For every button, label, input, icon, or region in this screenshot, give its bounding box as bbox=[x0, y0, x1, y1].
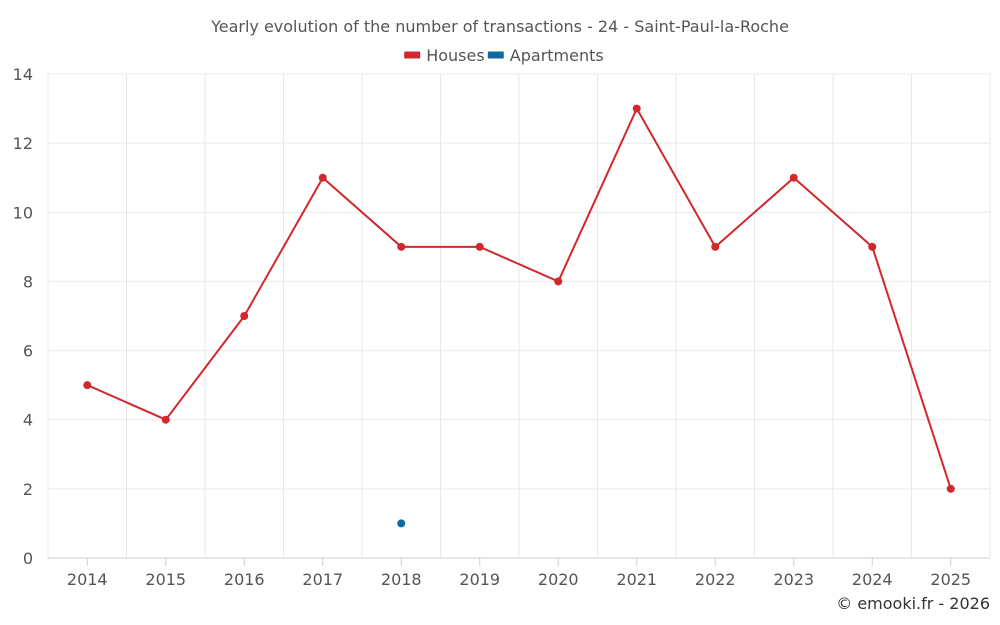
x-tick-label: 2021 bbox=[616, 570, 657, 589]
data-point[interactable] bbox=[475, 242, 484, 251]
x-tick-label: 2019 bbox=[459, 570, 500, 589]
x-tick-label: 2014 bbox=[67, 570, 108, 589]
legend-swatch bbox=[487, 51, 504, 59]
x-tick-label: 2023 bbox=[773, 570, 814, 589]
series-apartments bbox=[397, 519, 406, 528]
y-tick-label: 10 bbox=[13, 203, 33, 222]
series-houses bbox=[83, 104, 955, 493]
data-point[interactable] bbox=[397, 242, 406, 251]
series-layer bbox=[83, 104, 955, 528]
x-tick-label: 2017 bbox=[302, 570, 343, 589]
x-tick-label: 2024 bbox=[852, 570, 893, 589]
credit-text: © emooki.fr - 2026 bbox=[836, 594, 990, 613]
x-tick-label: 2025 bbox=[930, 570, 971, 589]
chart-title: Yearly evolution of the number of transa… bbox=[210, 17, 789, 36]
y-axis: 0 2 4 6 8 10 12 14 bbox=[13, 65, 33, 568]
data-point[interactable] bbox=[554, 277, 563, 286]
data-point[interactable] bbox=[789, 173, 798, 182]
x-tick-label: 2020 bbox=[538, 570, 579, 589]
legend-label: Houses bbox=[426, 46, 484, 65]
series-line bbox=[86, 107, 952, 490]
y-tick-label: 0 bbox=[23, 549, 33, 568]
x-tick-label: 2016 bbox=[224, 570, 265, 589]
y-tick-label: 2 bbox=[23, 480, 33, 499]
y-tick-label: 12 bbox=[13, 134, 33, 153]
legend-item-apartments[interactable]: Apartments bbox=[487, 46, 604, 65]
legend-swatch bbox=[404, 51, 421, 59]
legend-item-houses[interactable]: Houses bbox=[404, 46, 485, 65]
y-tick-label: 6 bbox=[23, 342, 33, 361]
legend: Houses Apartments bbox=[404, 46, 604, 65]
y-tick-label: 14 bbox=[13, 65, 33, 84]
y-tick-label: 8 bbox=[23, 272, 33, 291]
x-tick-label: 2015 bbox=[145, 570, 186, 589]
data-point[interactable] bbox=[161, 415, 170, 424]
x-tick-label: 2022 bbox=[695, 570, 736, 589]
legend-label: Apartments bbox=[510, 46, 604, 65]
data-point[interactable] bbox=[318, 173, 327, 182]
data-point[interactable] bbox=[83, 381, 92, 390]
x-axis: 2014 2015 2016 2017 2018 2019 2020 2021 2022 2023… bbox=[48, 557, 990, 589]
y-tick-label: 4 bbox=[23, 411, 33, 430]
data-point[interactable] bbox=[397, 519, 406, 528]
data-point[interactable] bbox=[632, 104, 641, 113]
x-tick-label: 2018 bbox=[381, 570, 422, 589]
grid bbox=[47, 73, 991, 558]
data-point[interactable] bbox=[240, 312, 249, 320]
data-point[interactable] bbox=[946, 484, 955, 493]
data-point[interactable] bbox=[711, 242, 720, 251]
data-point[interactable] bbox=[868, 242, 877, 251]
